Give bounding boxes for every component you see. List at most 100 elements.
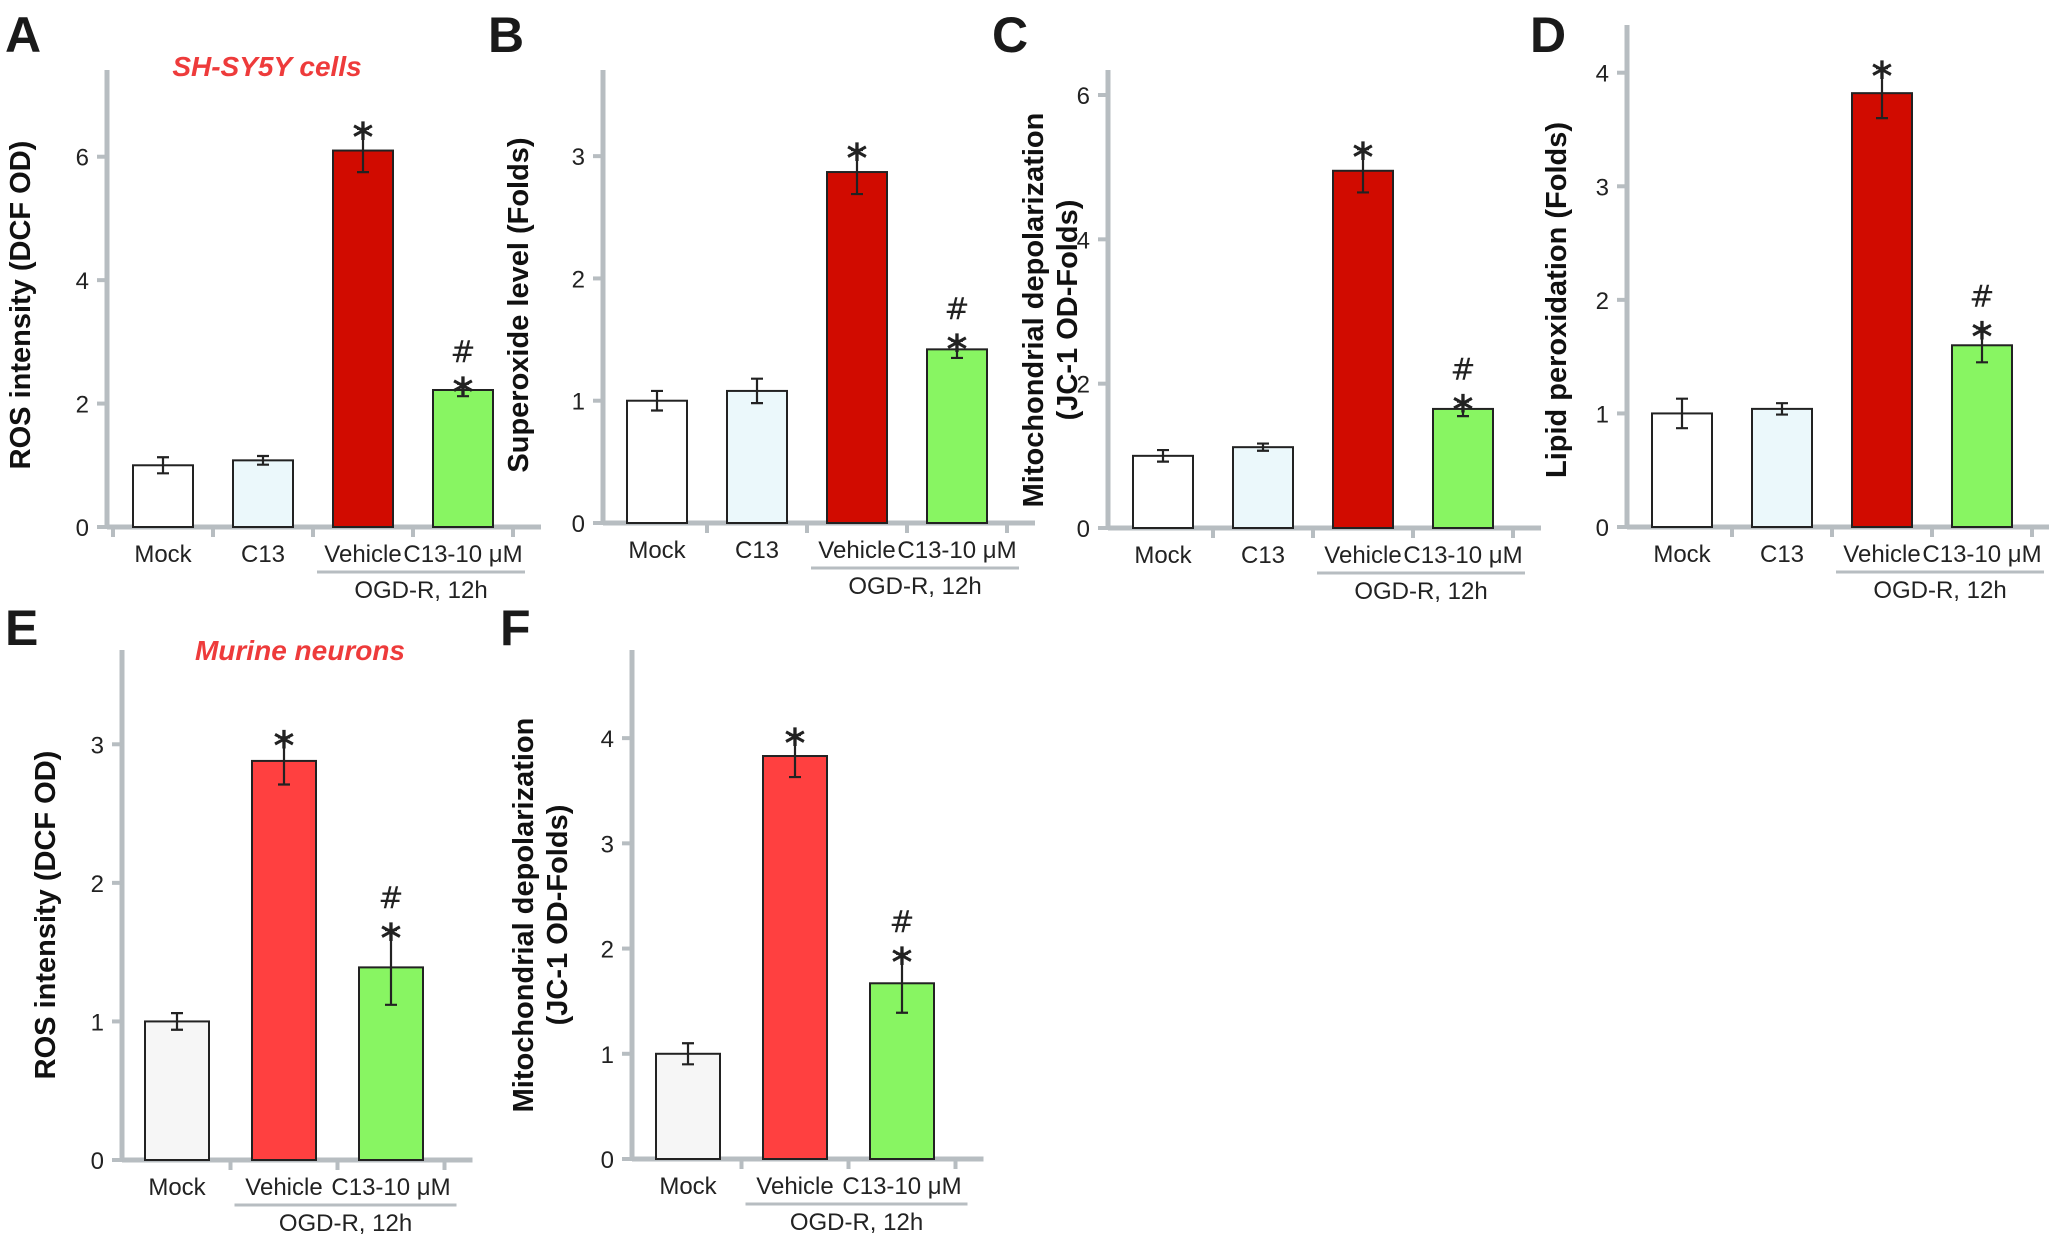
error-bar — [682, 1042, 694, 1066]
category-label: Mock — [659, 1173, 717, 1200]
y-tick-label: 4 — [1596, 61, 1609, 88]
category-label: C13 — [1760, 541, 1804, 568]
y-tick-label: 3 — [601, 831, 614, 858]
category-label: Mock — [148, 1174, 206, 1201]
group-label: OGD-R, 12h — [848, 573, 981, 600]
panel-letter: B — [488, 7, 524, 63]
bar-mock — [1651, 412, 1713, 528]
chart-panel-d: D 0 1 2 3 4 Lipid peroxidation (Folds) Mock C13 *… — [1530, 7, 2049, 604]
y-tick-label: 3 — [572, 144, 585, 171]
significance-star: * — [274, 723, 295, 769]
category-label: Mock — [1134, 542, 1192, 569]
chart-title: SH-SY5Y cells — [172, 51, 361, 82]
y-tick-label: 2 — [572, 266, 585, 293]
category-label: Vehicle — [818, 537, 895, 564]
panel-letter: A — [5, 7, 41, 63]
y-tick-label: 2 — [1596, 288, 1609, 315]
category-label: C13 — [735, 537, 779, 564]
error-bar — [851, 148, 863, 196]
error-bar — [278, 736, 290, 786]
significance-hash: # — [378, 881, 403, 916]
y-tick-label: 2 — [601, 937, 614, 964]
y-tick-label: 0 — [76, 515, 89, 542]
chart-title: Murine neurons — [195, 635, 405, 666]
significance-star: * — [785, 721, 806, 767]
error-bar — [1457, 400, 1469, 418]
y-tick-label: 1 — [91, 1009, 104, 1036]
bar-vehicle — [332, 149, 394, 529]
category-label: C13-10 μM — [403, 541, 522, 568]
error-bar — [789, 733, 801, 779]
error-bar — [1976, 327, 1988, 364]
y-axis-label: ROS intensity (DCF OD) — [5, 141, 37, 470]
chart-panel-c: C 0 2 4 6 Mitochondrial depolarization (JC-1 O… — [992, 7, 1541, 605]
category-label: Mock — [628, 537, 686, 564]
panel-letter: C — [992, 7, 1028, 63]
y-tick-label: 1 — [601, 1042, 614, 1069]
bar-c13-10-m — [926, 348, 988, 524]
error-bar — [651, 389, 663, 412]
category-label: Vehicle — [324, 541, 401, 568]
bar-vehicle — [1332, 169, 1394, 529]
error-bar — [457, 382, 469, 398]
y-axis-label: Mitochondrial depolarization — [1018, 113, 1050, 508]
y-axis-label: (JC-1 OD-Folds) — [1052, 200, 1084, 421]
group-label: OGD-R, 12h — [790, 1209, 923, 1236]
error-bar — [357, 127, 369, 174]
bar-c13 — [232, 459, 294, 528]
category-label: C13 — [1241, 542, 1285, 569]
error-bar — [1676, 397, 1688, 430]
significance-star: * — [1353, 135, 1374, 181]
error-bar — [157, 456, 169, 475]
y-tick-label: 0 — [1596, 515, 1609, 542]
significance-star: * — [1872, 54, 1893, 100]
y-tick-label: 4 — [76, 268, 89, 295]
error-bar — [951, 339, 963, 360]
bar-mock — [144, 1020, 210, 1162]
error-bar — [1776, 402, 1788, 416]
category-label: C13 — [241, 541, 285, 568]
y-tick-label: 6 — [76, 145, 89, 172]
y-axis-label: ROS intensity (DCF OD) — [30, 751, 62, 1080]
error-bar — [171, 1012, 183, 1031]
error-bar — [1257, 442, 1269, 452]
category-label: Vehicle — [756, 1173, 833, 1200]
y-tick-label: 3 — [1596, 174, 1609, 201]
error-bar — [1157, 448, 1169, 463]
bar-mock — [626, 399, 688, 525]
y-tick-label: 2 — [76, 392, 89, 419]
y-tick-label: 0 — [601, 1147, 614, 1174]
significance-hash: # — [1450, 353, 1475, 388]
bar-c13-10-m — [1432, 407, 1494, 529]
significance-star: * — [453, 370, 474, 416]
bar-mock — [132, 464, 194, 528]
chart-panel-e: E Murine neurons 0 1 2 3 ROS intensity (DCF OD… — [5, 600, 473, 1237]
significance-star: * — [947, 327, 968, 373]
panel-letter: E — [5, 600, 38, 656]
bar-mock — [1132, 454, 1194, 530]
significance-star: * — [847, 136, 868, 182]
significance-star: * — [381, 916, 402, 962]
bar-c13 — [1232, 446, 1294, 530]
bar-c13-10-m — [869, 982, 935, 1160]
bar-vehicle — [1851, 92, 1913, 529]
significance-star: * — [1453, 388, 1474, 434]
bar-c13-10-m — [1951, 344, 2013, 528]
error-bar — [385, 928, 397, 1006]
error-bar — [257, 454, 269, 466]
bar-vehicle — [251, 759, 317, 1162]
bar-c13 — [726, 389, 788, 524]
y-tick-label: 4 — [1077, 227, 1090, 254]
error-bar — [1357, 148, 1369, 194]
y-axis-label: Mitochondrial depolarization — [508, 718, 540, 1113]
error-bar — [896, 952, 908, 1014]
bar-mock — [655, 1052, 721, 1160]
y-tick-label: 1 — [572, 389, 585, 416]
bar-c13-10-m — [432, 388, 494, 528]
error-bar — [751, 377, 763, 405]
significance-hash: # — [1969, 279, 1994, 314]
y-axis-label: Lipid peroxidation (Folds) — [1541, 122, 1573, 478]
group-label: OGD-R, 12h — [354, 577, 487, 604]
category-label: C13-10 μM — [1403, 542, 1522, 569]
